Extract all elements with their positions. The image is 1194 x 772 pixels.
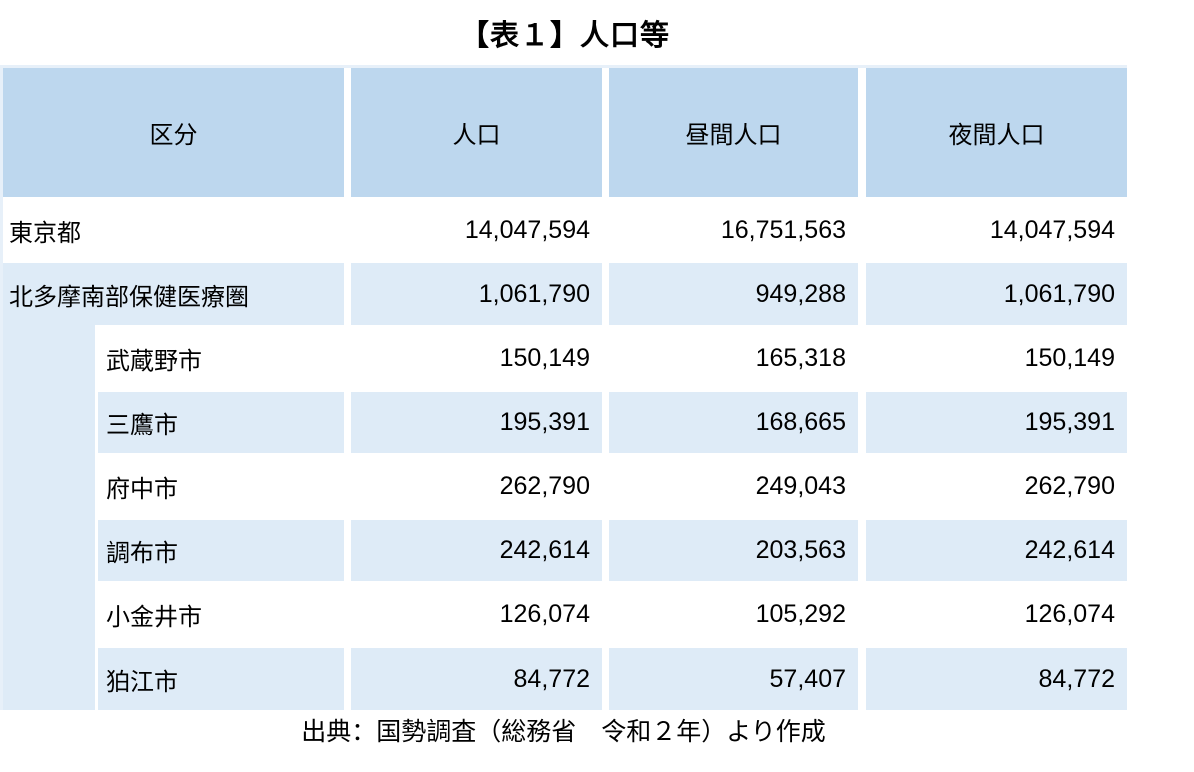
row-label: 調布市 [98,520,344,581]
indent-spacer [3,648,98,710]
table-row-mitaka: 三鷹市 195,391 168,665 195,391 [3,392,1127,453]
indent-spacer [3,456,98,517]
indent-spacer [3,392,98,453]
table-row-fuchu: 府中市 262,790 249,043 262,790 [3,456,1127,517]
row-label: 東京都 [3,200,344,260]
population-value: 195,391 [351,392,602,453]
population-table: 区分 人口 昼間人口 夜間人口 東京都 14,047,594 16,751,56… [0,65,1127,710]
row-label: 北多摩南部保健医療圏 [3,263,344,325]
daytime-value: 949,288 [609,263,858,325]
daytime-value: 16,751,563 [609,200,858,260]
source-note: 出典：国勢調査（総務省 令和２年）より作成 [301,718,826,746]
table-header-row: 区分 人口 昼間人口 夜間人口 [3,68,1127,197]
nighttime-value: 150,149 [866,328,1127,389]
header-nighttime: 夜間人口 [866,68,1127,197]
nighttime-value: 242,614 [866,520,1127,581]
indent-spacer [3,584,98,645]
daytime-value: 165,318 [609,328,858,389]
header-category: 区分 [3,68,344,197]
nighttime-value: 262,790 [866,456,1127,517]
nighttime-value: 1,061,790 [866,263,1127,325]
indent-spacer [3,520,98,581]
row-label: 狛江市 [98,648,344,710]
population-value: 1,061,790 [351,263,602,325]
row-label: 三鷹市 [98,392,344,453]
daytime-value: 57,407 [609,648,858,710]
daytime-value: 105,292 [609,584,858,645]
indent-spacer [3,328,98,389]
population-value: 150,149 [351,328,602,389]
header-population: 人口 [351,68,602,197]
daytime-value: 203,563 [609,520,858,581]
table-row-koganei: 小金井市 126,074 105,292 126,074 [3,584,1127,645]
row-label: 武蔵野市 [98,328,344,389]
table-row-komae: 狛江市 84,772 57,407 84,772 [3,648,1127,710]
population-value: 126,074 [351,584,602,645]
table-row-medical-area: 北多摩南部保健医療圏 1,061,790 949,288 1,061,790 [3,263,1127,325]
nighttime-value: 126,074 [866,584,1127,645]
population-value: 84,772 [351,648,602,710]
daytime-value: 249,043 [609,456,858,517]
nighttime-value: 195,391 [866,392,1127,453]
daytime-value: 168,665 [609,392,858,453]
table-row-musashino: 武蔵野市 150,149 165,318 150,149 [3,328,1127,389]
nighttime-value: 14,047,594 [866,200,1127,260]
indent-band [3,263,95,710]
table-title: 【表１】人口等 [459,20,670,52]
population-value: 242,614 [351,520,602,581]
population-value: 14,047,594 [351,200,602,260]
header-daytime: 昼間人口 [609,68,858,197]
row-label: 府中市 [98,456,344,517]
nighttime-value: 84,772 [866,648,1127,710]
table-row-tokyo: 東京都 14,047,594 16,751,563 14,047,594 [3,200,1127,260]
population-value: 262,790 [351,456,602,517]
table-row-chofu: 調布市 242,614 203,563 242,614 [3,520,1127,581]
row-label: 小金井市 [98,584,344,645]
